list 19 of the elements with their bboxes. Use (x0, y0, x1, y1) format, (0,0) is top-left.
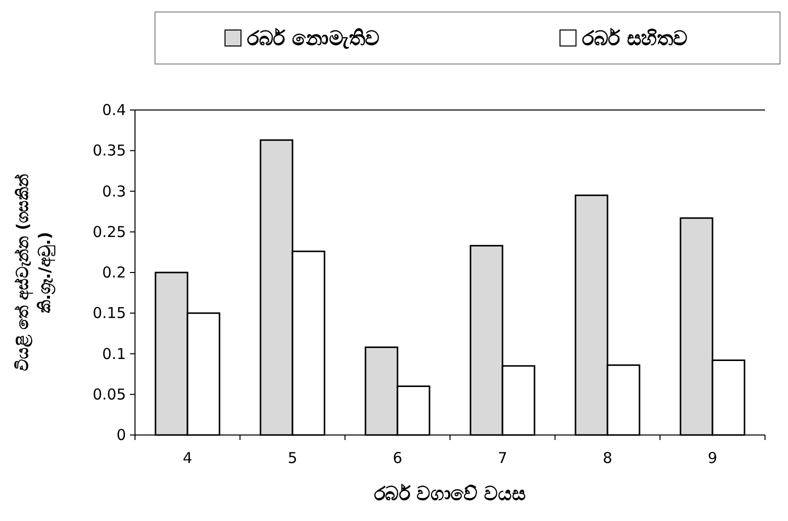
x-axis-title: රබර් වගාවේ වයස (374, 483, 526, 505)
y-tick-label: 0.1 (102, 344, 126, 363)
y-tick-label: 0 (116, 426, 126, 444)
legend-label: රබර් සහිතව (582, 26, 687, 50)
y-tick-label: 0.3 (102, 182, 126, 200)
y-tick-label: 0.25 (92, 222, 126, 241)
y-tick-label: 0.4 (102, 101, 126, 119)
y-tick-label: 0.35 (92, 142, 126, 160)
x-tick-label: 4 (182, 449, 192, 467)
y-axis-title: වියළි තේ අස්වැන්න (ගසකින් කි.ග්‍රෑ./අවු.) (13, 174, 56, 372)
x-tick-label: 9 (708, 449, 718, 467)
x-tick-label: 7 (498, 449, 508, 467)
x-tick-label: 5 (288, 449, 298, 467)
x-tick-label: 6 (392, 449, 402, 467)
y-tick-label: 0.15 (92, 304, 126, 322)
legend-label: රබර් නොමැතිව (247, 26, 379, 50)
y-tick-label: 0.05 (92, 385, 126, 404)
x-tick-label: 8 (602, 449, 612, 467)
y-tick-label: 0.2 (102, 264, 126, 282)
